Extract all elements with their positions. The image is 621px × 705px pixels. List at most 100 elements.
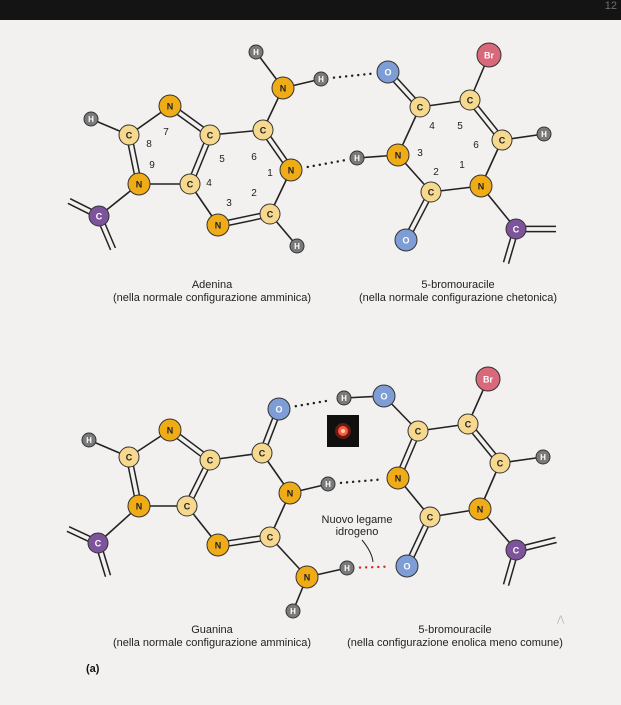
atom-c: C <box>407 420 429 442</box>
atom-h: H <box>339 560 355 576</box>
atom-n: N <box>206 213 230 237</box>
panel-label: (a) <box>86 663 100 675</box>
svg-text:C: C <box>427 513 434 523</box>
bromouracil-enol-caption-name: 5-bromouracile <box>418 624 491 636</box>
cursor-marker <box>327 415 359 447</box>
svg-text:N: N <box>395 151 402 161</box>
atom-c: C <box>457 413 479 435</box>
atom-c: C <box>419 506 441 528</box>
ring-number: 1 <box>267 168 273 179</box>
svg-text:H: H <box>318 75 324 84</box>
svg-text:N: N <box>167 102 174 112</box>
atom-c: C <box>251 442 273 464</box>
atom-h: H <box>83 111 99 127</box>
svg-text:N: N <box>215 541 222 551</box>
atom-n: N <box>469 174 493 198</box>
svg-text:H: H <box>325 480 331 489</box>
svg-text:C: C <box>267 210 274 220</box>
atom-c: C <box>118 446 140 468</box>
svg-text:N: N <box>288 166 295 176</box>
svg-text:N: N <box>395 474 402 484</box>
svg-text:O: O <box>380 392 387 402</box>
svg-text:H: H <box>344 564 350 573</box>
ring-number: 8 <box>146 139 152 150</box>
atom-n: N <box>271 76 295 100</box>
atom-h: H <box>313 71 329 87</box>
atom-o: O <box>394 228 418 252</box>
svg-text:C: C <box>96 212 103 222</box>
svg-text:H: H <box>540 453 546 462</box>
hydrogen-bond <box>332 72 373 79</box>
svg-text:C: C <box>499 136 506 146</box>
atom-o: O <box>376 60 400 84</box>
atom-c: C <box>409 96 431 118</box>
svg-text:N: N <box>304 573 311 583</box>
svg-text:C: C <box>207 131 214 141</box>
svg-text:C: C <box>187 180 194 190</box>
page-watermark-mark: ⋀ <box>556 614 565 624</box>
svg-text:C: C <box>465 420 472 430</box>
svg-text:C: C <box>95 539 102 549</box>
svg-text:N: N <box>136 180 143 190</box>
atom-h: H <box>336 390 352 406</box>
atom-h: H <box>289 238 305 254</box>
atom-c: C <box>252 119 274 141</box>
svg-text:N: N <box>136 502 143 512</box>
svg-text:C: C <box>259 449 266 459</box>
svg-text:C: C <box>184 502 191 512</box>
ring-number: 5 <box>457 121 463 132</box>
ring-number: 1 <box>459 160 465 171</box>
svg-text:O: O <box>403 562 410 572</box>
svg-text:N: N <box>167 426 174 436</box>
svg-text:C: C <box>513 546 520 556</box>
ring-number: 4 <box>206 178 212 189</box>
adenine-caption-desc: (nella normale configurazione amminica) <box>113 292 311 304</box>
svg-text:N: N <box>215 221 222 231</box>
svg-text:C: C <box>126 453 133 463</box>
atom-n: N <box>158 94 182 118</box>
bromouracil-enol-caption-desc: (nella configurazione enolica meno comun… <box>347 637 563 649</box>
new-hbond-annotation-line1: Nuovo legame <box>322 514 393 526</box>
ring-number: 6 <box>473 140 479 151</box>
guanine-caption-name: Guanina <box>191 624 233 636</box>
atom-h: H <box>349 150 365 166</box>
atom-c: C <box>118 124 140 146</box>
svg-text:H: H <box>88 115 94 124</box>
svg-text:C: C <box>428 188 435 198</box>
svg-text:C: C <box>260 126 267 136</box>
svg-text:O: O <box>275 405 282 415</box>
atom-n: N <box>279 158 303 182</box>
svg-text:N: N <box>280 84 287 94</box>
ring-number: 6 <box>251 152 257 163</box>
hydrogen-bond <box>358 565 392 569</box>
ring-number: 2 <box>433 167 439 178</box>
atom-n: N <box>278 481 302 505</box>
atom-c: C <box>459 89 481 111</box>
annotation-pointer <box>361 539 374 563</box>
atom-h: H <box>248 44 264 60</box>
svg-text:H: H <box>290 607 296 616</box>
atom-n: N <box>206 533 230 557</box>
svg-text:H: H <box>354 154 360 163</box>
atom-h: H <box>536 126 552 142</box>
svg-text:C: C <box>467 96 474 106</box>
atoms: N C N C C C N C N N H H H H C O C C Br C H N C N H O C N C H N C C C O N H C N… <box>81 42 552 619</box>
atom-n: N <box>386 143 410 167</box>
atom-h: H <box>81 432 97 448</box>
svg-text:H: H <box>341 394 347 403</box>
svg-text:H: H <box>294 242 300 251</box>
page-number: 12 <box>604 0 617 12</box>
svg-text:C: C <box>497 459 504 469</box>
adenine-caption-name: Adenina <box>192 279 233 291</box>
bromouracil-keto-caption-name: 5-bromouracile <box>421 279 494 291</box>
svg-text:C: C <box>417 103 424 113</box>
atom-c: C <box>88 205 110 227</box>
ring-number: 4 <box>429 121 435 132</box>
atom-c: C <box>491 129 513 151</box>
svg-text:C: C <box>267 533 274 543</box>
top-bar: 12 <box>0 0 621 20</box>
atom-c: C <box>489 452 511 474</box>
svg-text:C: C <box>126 131 133 141</box>
hydrogen-bond <box>306 159 346 169</box>
